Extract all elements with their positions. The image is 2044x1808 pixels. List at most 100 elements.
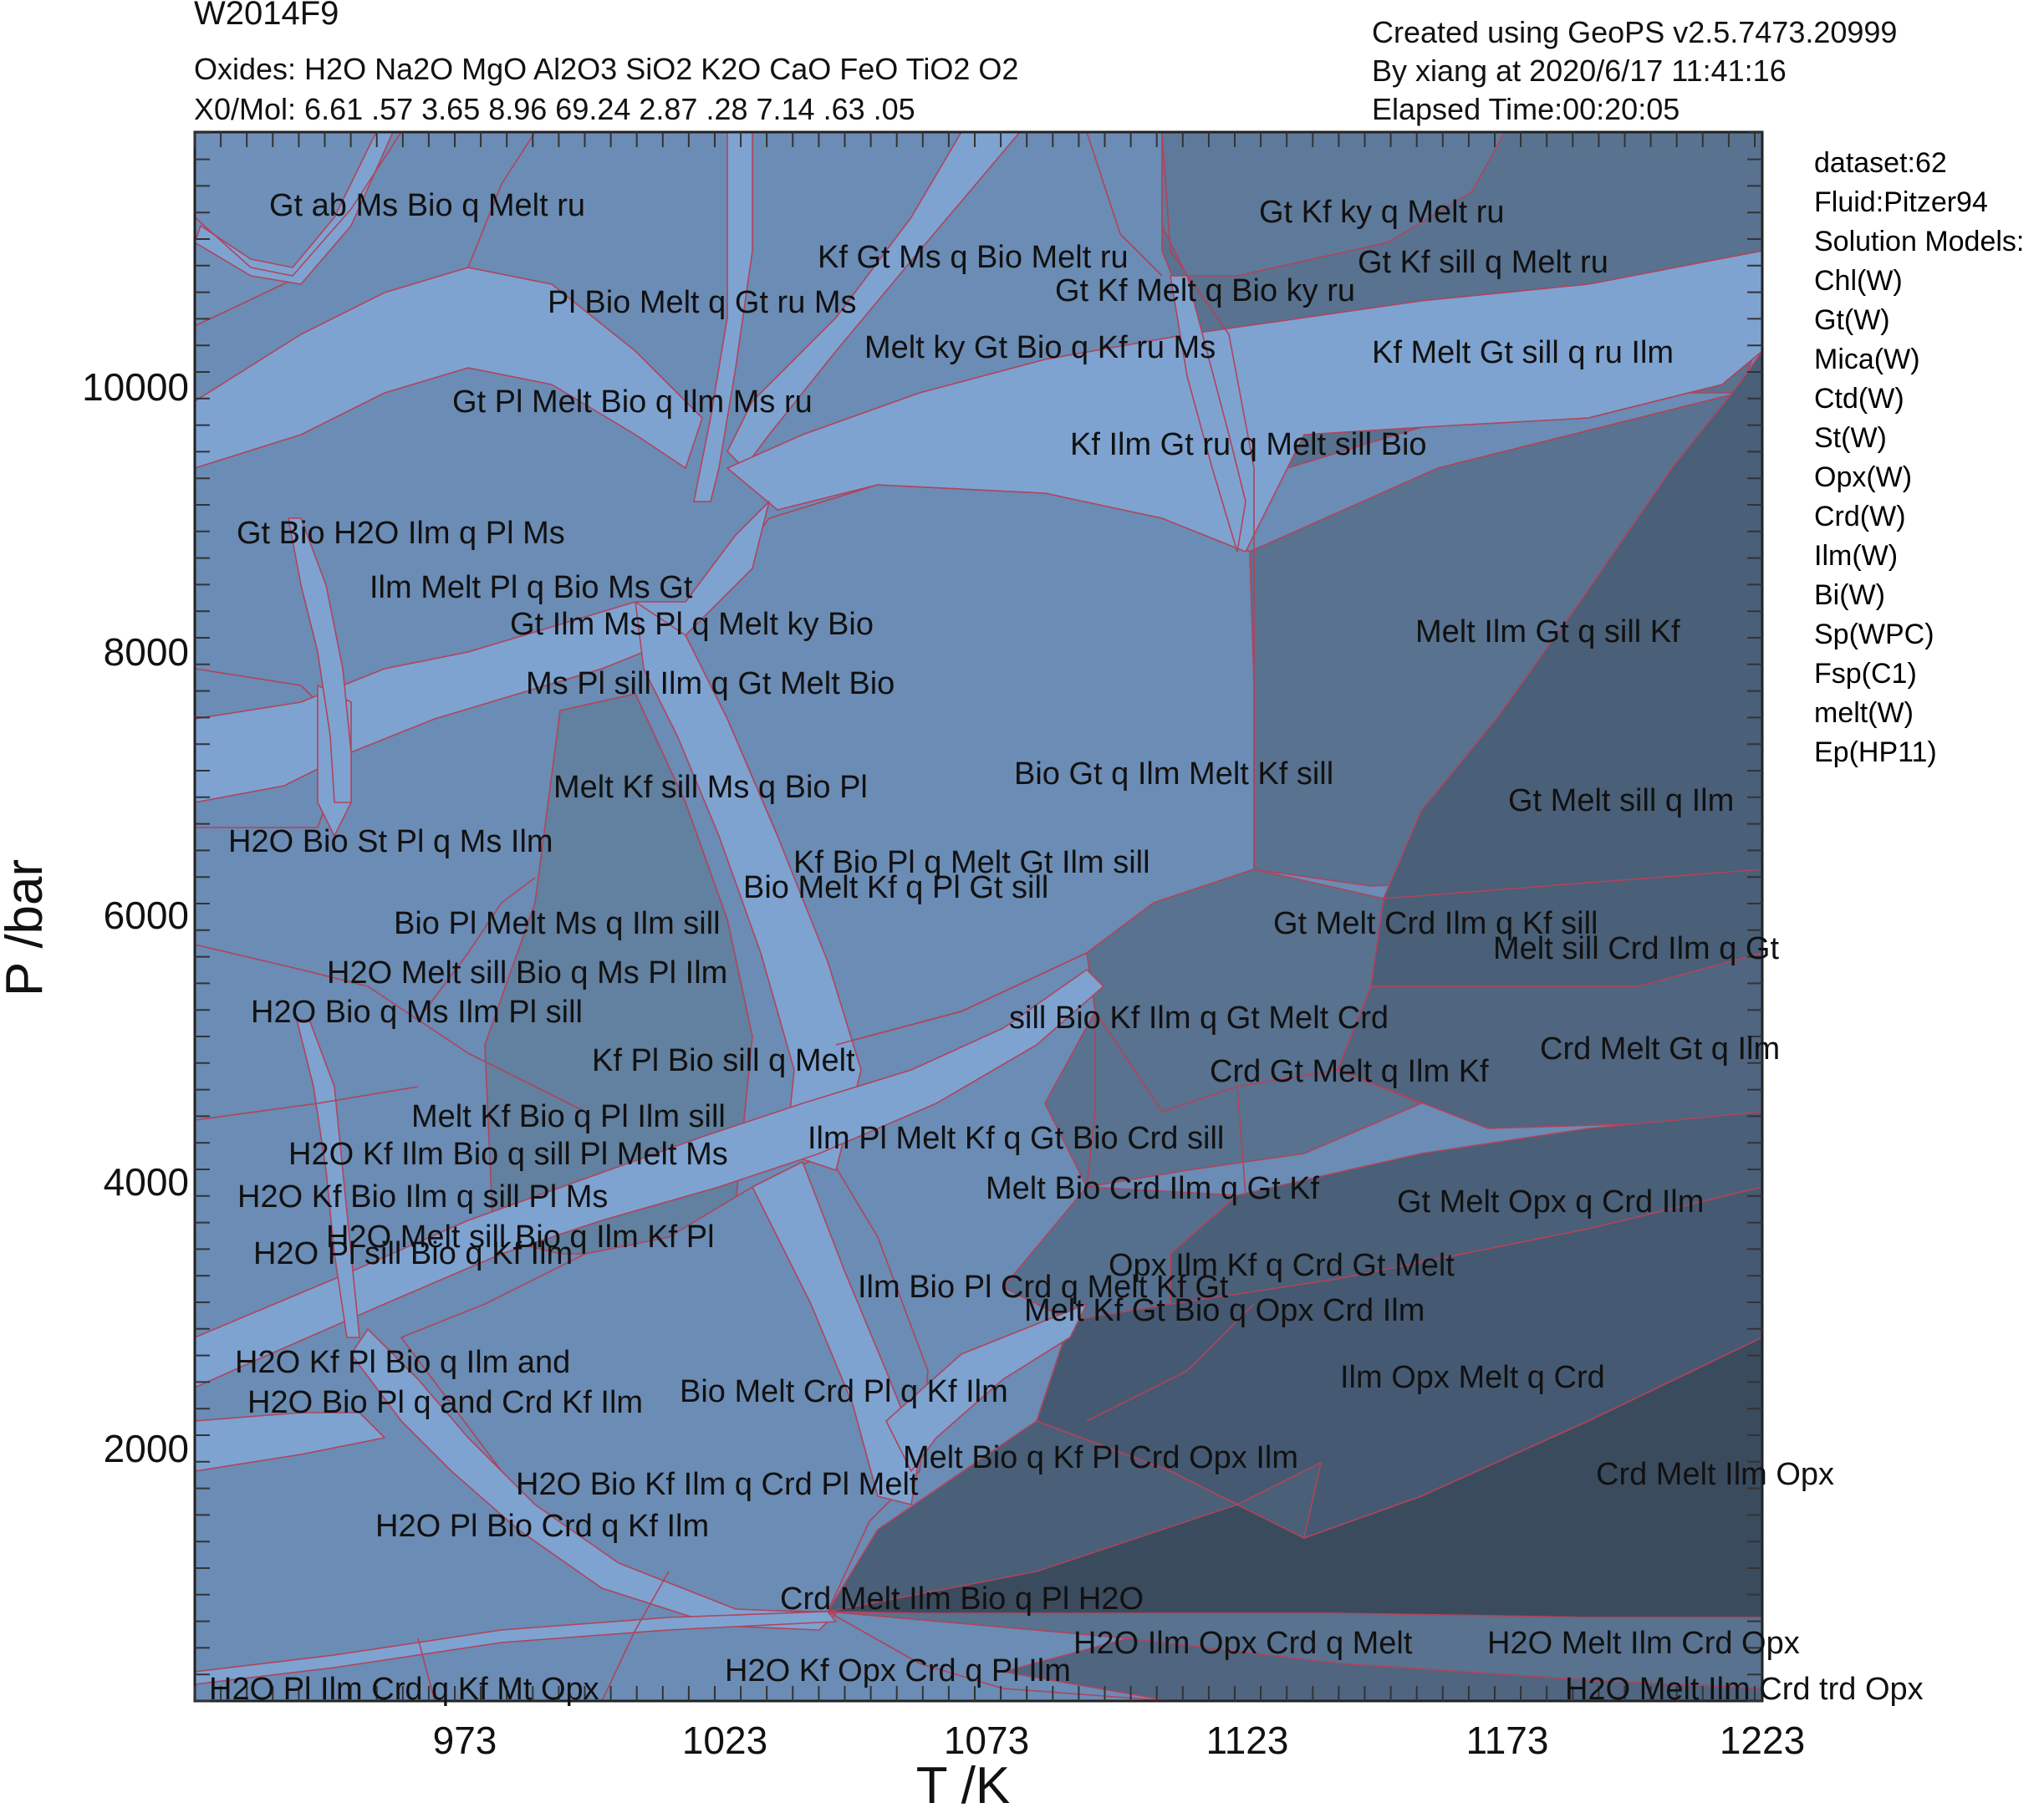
phase-field-label: Crd Melt Ilm Bio q Pl H2O — [780, 1581, 1144, 1617]
phase-field-label: Bio Gt q Ilm Melt Kf sill — [1014, 756, 1333, 792]
field-region — [1044, 1011, 1422, 1188]
x-tick-label: 1173 — [1466, 1719, 1549, 1762]
field-region — [1161, 132, 1506, 277]
phase-field-label: Gt Melt sill q Ilm — [1508, 783, 1734, 818]
phase-field-label: Melt ky Gt Bio q Kf ru Ms — [864, 330, 1216, 365]
phase-field-label: Gt Kf sill q Melt ru — [1358, 245, 1608, 280]
info-panel-item: Opx(W) — [1814, 461, 1913, 493]
phase-field-label: Melt Kf sill Ms q Bio Pl — [553, 770, 868, 805]
info-panel-item: Ep(HP11) — [1814, 736, 1937, 768]
info-panel-item: St(W) — [1814, 422, 1887, 454]
info-panel-item: Gt(W) — [1814, 304, 1890, 336]
phase-field-label: H2O Ilm Opx Crd q Melt — [1073, 1626, 1413, 1661]
phase-field-label: H2O Bio Pl q and Crd Kf Ilm — [247, 1385, 643, 1420]
info-panel-item: Ilm(W) — [1814, 540, 1899, 572]
phase-band — [726, 250, 1762, 553]
phase-field-label: Kf Bio Pl q Melt Gt Ilm sill — [793, 845, 1150, 880]
phase-field-label: Ms Pl sill Ilm q Gt Melt Bio — [526, 666, 895, 701]
phase-band — [693, 132, 753, 502]
phase-field-label: H2O Melt Ilm Crd Opx — [1487, 1626, 1800, 1661]
info-panel-item: Solution Models: — [1814, 226, 2025, 257]
info-panel-item: Fsp(C1) — [1814, 658, 1917, 690]
phase-field-label: Melt Kf Bio q Pl Ilm sill — [411, 1099, 726, 1134]
boundary-line — [827, 1611, 1171, 1701]
y-tick-label: 2000 — [104, 1427, 189, 1470]
field-region — [827, 1420, 1322, 1612]
y-tick-label: 8000 — [104, 630, 189, 674]
phase-field-label: H2O Bio St Pl q Ms Ilm — [228, 824, 553, 859]
boundary-line — [601, 1571, 670, 1701]
phase-field-label: H2O Bio q Ms Ilm Pl sill — [251, 995, 583, 1030]
boundary-line — [1086, 1303, 1255, 1422]
boundary-line — [417, 1637, 436, 1701]
phase-field-label: H2O Kf Ilm Bio q sill Pl Melt Ms — [288, 1137, 728, 1172]
phase-band — [350, 1328, 837, 1631]
phase-field-label: H2O Kf Opx Crd q Pl Ilm — [725, 1653, 1071, 1688]
field-region — [484, 693, 753, 1255]
boundary-line — [1161, 132, 1255, 869]
phase-field-label: Gt Pl Melt Bio q Ilm Ms ru — [452, 385, 813, 420]
boundary-line — [1236, 1086, 1246, 1196]
y-tick-label: 6000 — [104, 894, 189, 937]
phase-field-label: Melt Bio q Kf Pl Crd Opx Ilm — [903, 1440, 1298, 1475]
boundary-line — [417, 877, 536, 1021]
phase-band — [885, 1303, 1088, 1472]
phase-field-label: Melt Bio Crd Ilm q Gt Kf — [986, 1171, 1320, 1206]
y-tick-label: 10000 — [82, 365, 189, 409]
phase-field-label: Bio Melt Kf q Pl Gt sill — [743, 870, 1048, 905]
phase-field-label: H2O Melt sill Bio q Ilm Kf Pl — [326, 1220, 715, 1255]
phase-band — [195, 1611, 837, 1685]
phase-field-label: Gt Kf ky q Melt ru — [1259, 195, 1505, 230]
info-panel-item: Fluid:Pitzer94 — [1814, 186, 1988, 218]
phase-field-label: H2O Kf Bio Ilm q sill Pl Ms — [237, 1179, 608, 1215]
phase-field-label: H2O Melt Ilm Crd trd Opx — [1565, 1672, 1924, 1707]
info-panel-item: Crd(W) — [1814, 501, 1906, 532]
phase-field-label: Gt Bio H2O Ilm q Pl Ms — [237, 516, 565, 551]
x-axis-label: T /K — [916, 1757, 1011, 1808]
phase-field-label: sill Bio Kf Ilm q Gt Melt Crd — [1009, 1001, 1389, 1036]
axis-ticks — [194, 131, 1762, 1702]
boundary-line — [195, 1086, 419, 1121]
phase-field-label: H2O Melt sill Bio q Ms Pl Ilm — [327, 955, 727, 991]
phase-field-label: Crd Melt Ilm Opx — [1596, 1457, 1834, 1492]
phase-field-label: Gt Melt Opx q Crd Ilm — [1397, 1184, 1704, 1220]
phase-field-label: H2O Pl Ilm Crd q Kf Mt Opx — [209, 1672, 599, 1707]
phase-field-label: Bio Melt Crd Pl q Kf Ilm — [680, 1374, 1008, 1409]
info-panel-item: Mica(W) — [1814, 344, 1920, 375]
phase-field-label: Gt Ilm Ms Pl q Melt ky Bio — [510, 607, 874, 642]
phase-band — [752, 1161, 920, 1505]
x-tick-label: 973 — [433, 1719, 497, 1762]
phase-field-label: H2O Pl sill Bio q Kf Ilm — [253, 1236, 573, 1271]
phase-band — [296, 1019, 360, 1338]
info-panel-item: Ctd(W) — [1814, 383, 1904, 415]
info-panel-item: melt(W) — [1814, 697, 1914, 729]
plot-frame — [193, 130, 1764, 1703]
created-line: Created using GeoPS v2.5.7473.20999 — [1372, 15, 1898, 49]
phase-field-label: Gt Kf Melt q Bio ky ru — [1055, 273, 1355, 308]
phase-field-label: Kf Pl Bio sill q Melt — [592, 1043, 855, 1078]
boundary-line — [195, 132, 402, 277]
phase-field-label: Ilm Melt Pl q Bio Ms Gt — [370, 570, 693, 605]
x0-line: X0/Mol: 6.61 .57 3.65 8.96 69.24 2.87 .2… — [194, 92, 915, 126]
x-tick-label: 1023 — [682, 1719, 767, 1762]
phase-field-label: Melt Kf Gt Bio q Opx Crd Ilm — [1024, 1293, 1425, 1328]
phase-field-label: Melt Ilm Gt q sill Kf — [1415, 614, 1680, 649]
phase-field-label: Gt ab Ms Bio q Melt ru — [269, 188, 585, 223]
elapsed-line: Elapsed Time:00:20:05 — [1372, 92, 1680, 126]
phase-field-label: H2O Kf Pl Bio q Ilm and — [235, 1345, 570, 1380]
info-panel-item: Chl(W) — [1814, 265, 1903, 297]
phase-field-label: Kf Melt Gt sill q ru Ilm — [1372, 335, 1674, 370]
phase-band — [288, 517, 352, 803]
boundary-line — [1337, 898, 1384, 1071]
phase-band — [635, 601, 862, 1171]
phase-band — [195, 1412, 385, 1472]
info-panel-item: dataset:62 — [1814, 147, 1947, 179]
phase-field-label: Crd Melt Gt q Ilm — [1540, 1031, 1780, 1067]
phase-band — [1170, 275, 1246, 553]
phase-field-label: Kf Ilm Gt ru q Melt sill Bio — [1070, 427, 1427, 462]
phase-field-label: Gt Melt Crd Ilm q Kf sill — [1273, 906, 1598, 941]
info-panel-item: Sp(WPC) — [1814, 619, 1934, 650]
field-region — [1002, 1637, 1762, 1701]
phase-field-label: Kf Gt Ms q Bio Melt ru — [818, 240, 1129, 275]
